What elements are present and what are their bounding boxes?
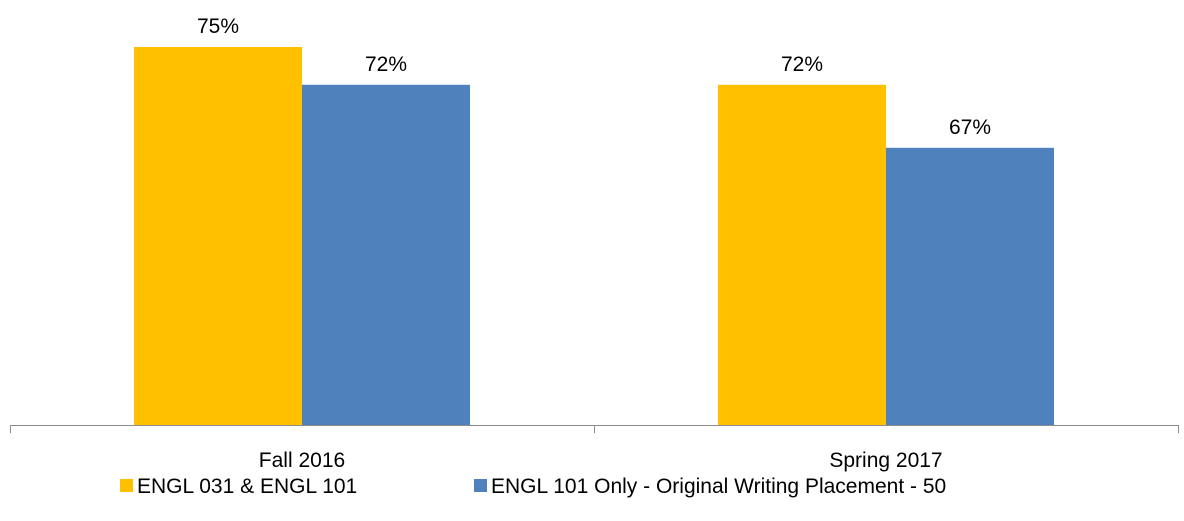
bar-spring-2017-series-1 [718, 84, 886, 426]
x-tick-labels-group: Fall 2016 Spring 2017 [259, 449, 943, 472]
legend-item: ENGL 101 Only - Original Writing Placeme… [474, 475, 946, 498]
data-labels-group: 75% 72% 72% 67% [197, 15, 991, 139]
legend: ENGL 031 & ENGL 101 ENGL 101 Only - Origi… [120, 475, 946, 498]
bar-fall-2016-series-1 [134, 47, 302, 425]
bar-spring-2017-series-2 [886, 147, 1054, 426]
legend-label: ENGL 101 Only - Original Writing Placeme… [491, 475, 946, 498]
data-label: 72% [365, 53, 407, 76]
x-tick-label: Fall 2016 [259, 449, 345, 472]
legend-label: ENGL 031 & ENGL 101 [137, 475, 357, 498]
legend-swatch [120, 479, 133, 492]
data-label: 75% [197, 15, 239, 38]
bars-group [134, 47, 1054, 426]
legend-item: ENGL 031 & ENGL 101 [120, 475, 357, 498]
data-label: 72% [781, 53, 823, 76]
bar-fall-2016-series-2 [302, 84, 470, 426]
x-axis [10, 425, 1179, 433]
x-tick-label: Spring 2017 [829, 449, 942, 472]
legend-swatch [474, 479, 487, 492]
data-label: 67% [949, 116, 991, 139]
